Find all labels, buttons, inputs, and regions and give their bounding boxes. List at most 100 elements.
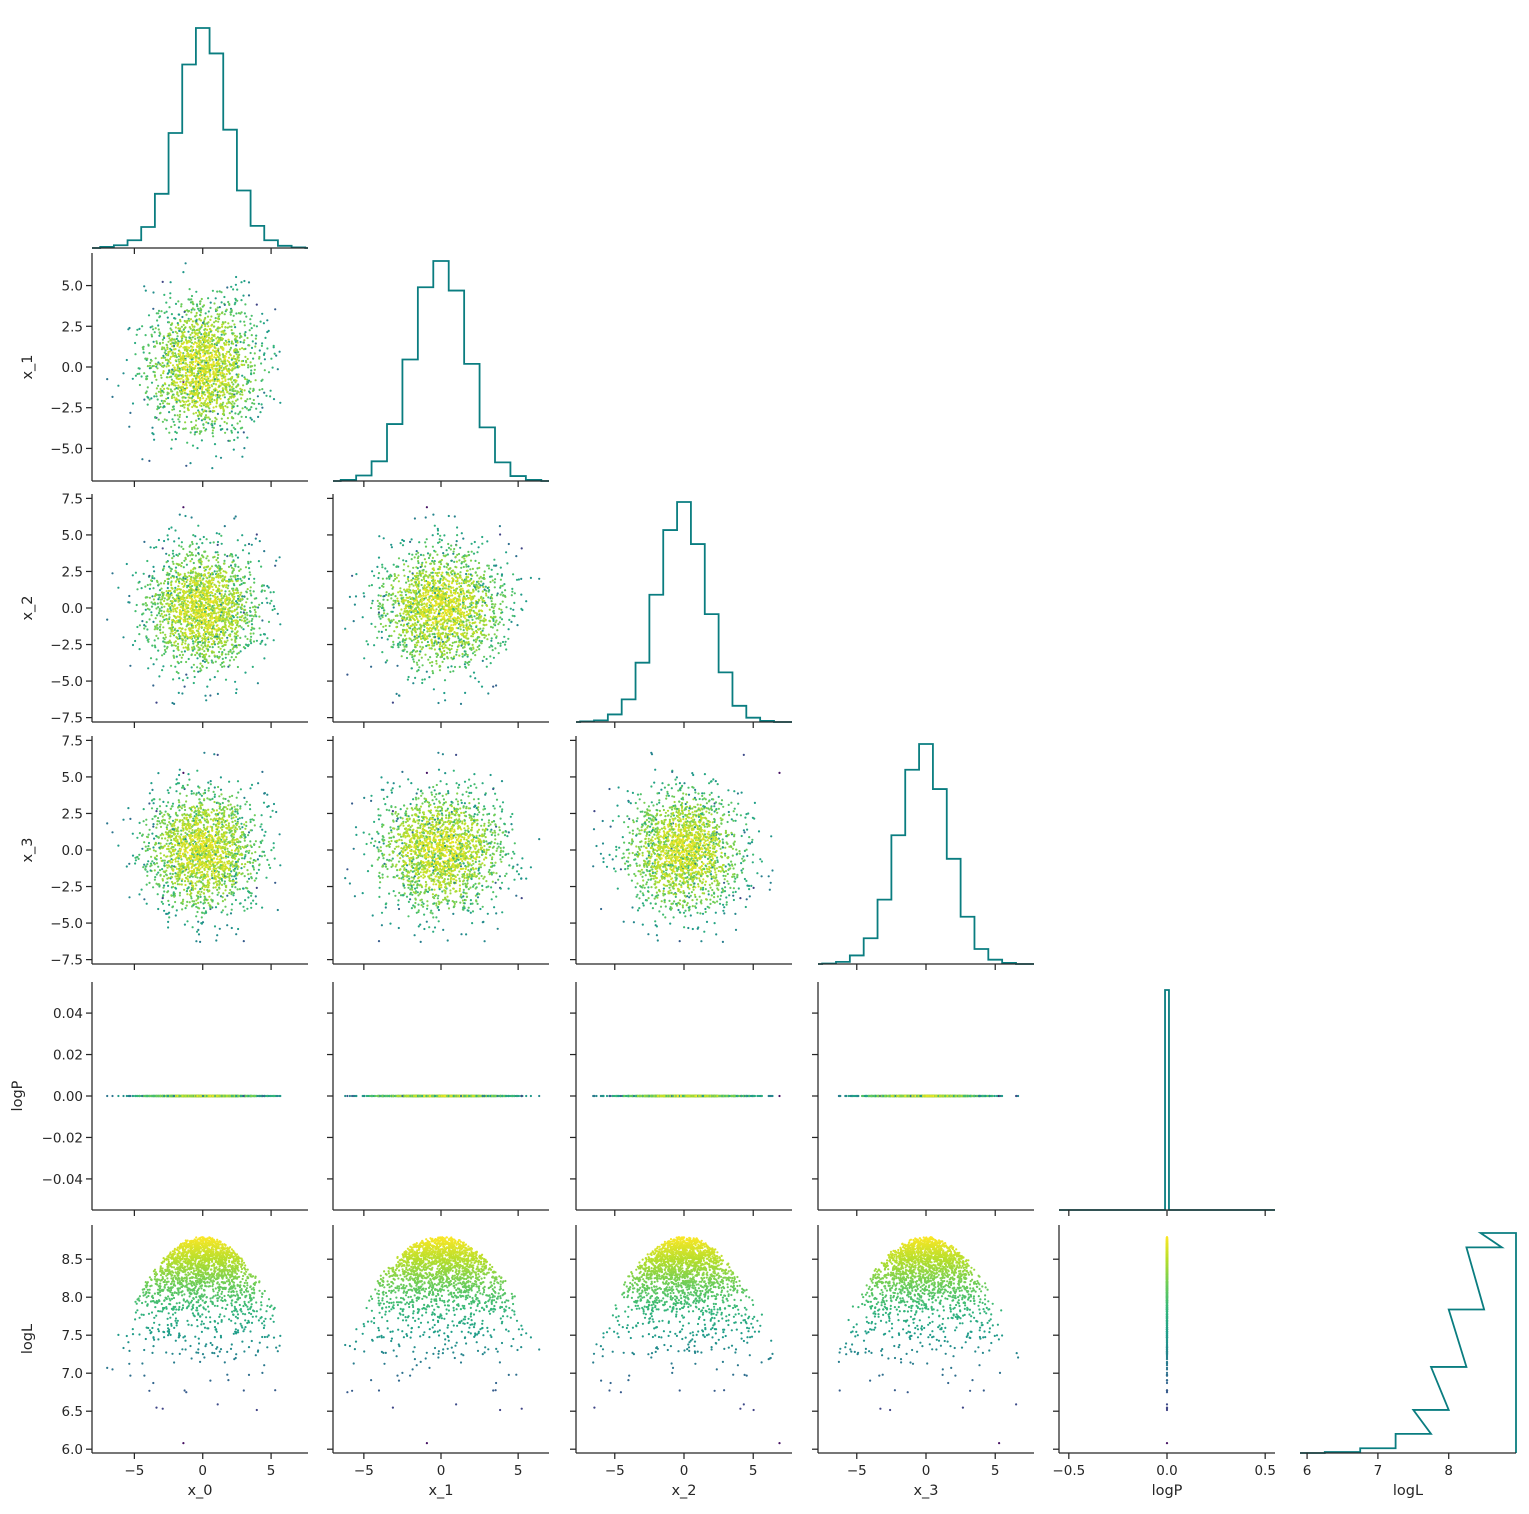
scatter-point <box>239 600 242 603</box>
scatter-point <box>127 328 130 331</box>
scatter-point <box>246 357 249 361</box>
scatter-point <box>224 405 227 408</box>
scatter-point <box>194 620 197 623</box>
scatter-point <box>169 635 172 638</box>
scatter-point <box>247 409 250 412</box>
scatter-point <box>199 385 202 388</box>
scatter-point <box>219 574 222 577</box>
scatter-point <box>252 357 255 360</box>
scatter-point <box>198 331 201 334</box>
scatter-point <box>153 639 156 642</box>
scatter-point <box>174 640 177 643</box>
scatter-point <box>181 639 184 642</box>
scatter-point <box>249 589 252 592</box>
scatter-point <box>201 388 204 391</box>
scatter-point <box>481 604 484 607</box>
scatter-point <box>159 387 162 391</box>
scatter-point <box>176 344 179 347</box>
scatter-point <box>245 361 248 364</box>
scatter-point <box>205 356 208 359</box>
scatter-point <box>513 592 516 595</box>
scatter-point <box>207 559 210 562</box>
scatter-point <box>148 364 151 367</box>
scatter-point <box>200 412 203 415</box>
scatter-point <box>223 553 226 556</box>
scatter-point <box>443 565 446 568</box>
scatter-point <box>184 427 187 430</box>
scatter-point <box>188 374 192 377</box>
scatter-point <box>249 351 252 355</box>
scatter-point <box>195 359 198 362</box>
scatter-point <box>168 554 171 557</box>
scatter-point <box>197 615 201 618</box>
scatter-point <box>273 607 276 611</box>
scatter-point <box>176 391 179 394</box>
scatter-point <box>497 623 500 626</box>
scatter-point <box>181 601 184 604</box>
scatter-point <box>219 381 222 384</box>
scatter-point <box>232 658 236 661</box>
scatter-point <box>237 643 240 647</box>
scatter-point <box>197 670 200 673</box>
scatter-point <box>250 619 253 623</box>
scatter-point <box>213 676 216 679</box>
scatter-point <box>212 640 215 643</box>
scatter-point <box>382 625 385 628</box>
scatter-point <box>179 588 182 591</box>
scatter-point <box>189 569 193 572</box>
scatter-point <box>199 336 202 339</box>
scatter-point <box>227 650 230 653</box>
scatter-point <box>233 367 236 370</box>
scatter-point <box>229 564 233 567</box>
scatter-point <box>178 410 182 413</box>
scatter-point <box>189 544 192 547</box>
scatter-point <box>209 337 212 340</box>
scatter-point <box>220 365 223 368</box>
scatter-point <box>236 577 240 581</box>
scatter-point <box>171 587 174 590</box>
scatter-point <box>163 400 167 403</box>
scatter-point <box>218 650 221 654</box>
scatter-point <box>180 541 183 544</box>
scatter-point <box>161 402 165 405</box>
scatter-point <box>196 657 199 660</box>
scatter-point <box>489 580 492 584</box>
scatter-point <box>252 632 255 635</box>
scatter-point <box>203 642 206 645</box>
scatter-point <box>204 639 207 642</box>
scatter-point <box>230 325 233 328</box>
scatter-point <box>199 353 202 357</box>
scatter-point <box>192 561 195 565</box>
scatter-point <box>186 363 189 366</box>
scatter-point <box>187 309 191 313</box>
scatter-point <box>228 593 231 596</box>
scatter-point <box>203 393 207 396</box>
scatter-point <box>215 402 218 405</box>
scatter-point <box>246 378 249 381</box>
scatter-point <box>162 354 165 357</box>
scatter-point <box>169 567 172 570</box>
scatter-point <box>153 331 156 334</box>
scatter-point <box>219 407 222 410</box>
scatter-point <box>234 578 237 581</box>
scatter-point <box>244 622 248 625</box>
scatter-point <box>207 321 210 324</box>
scatter-point <box>158 334 161 337</box>
scatter-point <box>232 383 235 386</box>
scatter-point <box>250 642 253 645</box>
scatter-point <box>177 384 180 387</box>
scatter-point <box>497 642 500 645</box>
scatter-point <box>181 334 184 337</box>
scatter-point <box>137 581 140 584</box>
scatter-point <box>166 362 169 365</box>
scatter-point <box>224 379 227 382</box>
scatter-point <box>233 395 236 398</box>
scatter-point <box>184 628 187 631</box>
scatter-point <box>198 317 201 321</box>
scatter-point <box>219 567 222 570</box>
scatter-point <box>180 340 183 343</box>
scatter-point <box>256 682 259 685</box>
scatter-point <box>211 467 214 470</box>
scatter-point <box>231 595 235 599</box>
scatter-point <box>185 354 188 357</box>
